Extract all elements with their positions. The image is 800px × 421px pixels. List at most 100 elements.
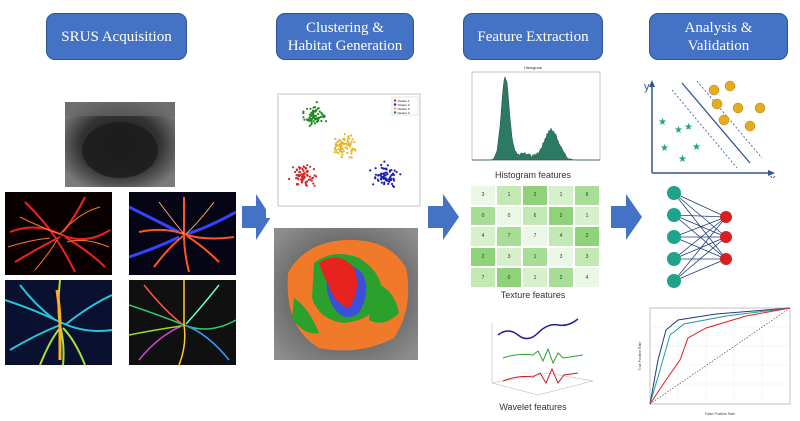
texture-cell: 4 xyxy=(574,267,600,288)
cluster-point xyxy=(351,138,354,141)
texture-cell: 1 xyxy=(548,185,574,206)
cluster-point xyxy=(308,175,311,178)
cluster-point xyxy=(340,155,343,159)
cluster-point xyxy=(320,111,323,115)
cluster-point xyxy=(322,114,326,117)
texture-cell: 7 xyxy=(496,226,522,247)
cluster-point xyxy=(344,146,347,149)
cluster-point xyxy=(335,151,338,154)
cluster-point xyxy=(304,182,307,185)
cluster-point xyxy=(314,114,318,117)
cluster-point xyxy=(295,177,298,180)
cluster-point xyxy=(347,142,350,145)
cluster-point xyxy=(341,150,344,153)
cluster-point xyxy=(354,149,357,152)
cluster-point xyxy=(347,135,350,138)
cluster-point xyxy=(291,166,295,169)
cluster-point xyxy=(386,164,389,167)
cluster-point xyxy=(390,182,394,186)
arrow-right-icon xyxy=(611,194,642,240)
cluster-point xyxy=(310,121,313,124)
cluster-point xyxy=(334,137,337,140)
cluster-point xyxy=(312,106,315,109)
texture-cell: 3 xyxy=(496,246,522,268)
texture-cell: 2 xyxy=(470,246,496,268)
neural-network-diagram xyxy=(660,183,740,293)
cluster-point xyxy=(379,174,382,177)
cluster-point xyxy=(303,172,306,175)
cluster-point xyxy=(302,178,305,181)
cluster-point xyxy=(346,139,349,143)
cluster-point xyxy=(320,119,323,123)
cluster-point xyxy=(300,173,303,176)
cluster-point xyxy=(301,167,304,171)
texture-cell: 7 xyxy=(522,226,548,247)
legend-label-2: Cluster 2 xyxy=(398,103,410,107)
input-node xyxy=(667,274,681,288)
cluster-point xyxy=(384,174,387,177)
cluster-point xyxy=(374,167,377,170)
cluster-point xyxy=(383,167,386,170)
cluster-point xyxy=(383,181,386,184)
cluster-point xyxy=(392,173,395,177)
cluster-point xyxy=(393,169,396,172)
cluster-point xyxy=(341,153,344,156)
vessel-direction-map xyxy=(129,192,236,275)
cluster-point xyxy=(313,184,316,187)
histogram-caption: Histogram features xyxy=(494,170,572,180)
cluster-point xyxy=(376,178,379,181)
cluster-point xyxy=(377,174,380,177)
cluster-point xyxy=(309,107,312,110)
cluster-point xyxy=(339,145,342,148)
cluster-point xyxy=(315,101,318,104)
cluster-point xyxy=(336,144,339,147)
cluster-point xyxy=(399,173,402,176)
texture-cell: 1 xyxy=(496,185,522,206)
cluster-point xyxy=(339,149,342,153)
cluster-point xyxy=(295,174,298,177)
cluster-point xyxy=(350,152,353,155)
scatter-legend: Cluster 1 Cluster 2 Cluster 3 Cluster 4 xyxy=(391,96,419,116)
legend-label-4: Cluster 4 xyxy=(398,111,410,115)
cluster-point xyxy=(380,166,383,169)
input-node xyxy=(667,208,681,222)
cluster-point xyxy=(346,151,349,155)
cluster-point xyxy=(302,110,305,113)
cluster-point xyxy=(353,141,356,144)
cluster-point xyxy=(350,150,353,153)
texture-cell: 2 xyxy=(522,185,548,206)
cluster-point xyxy=(339,148,343,151)
texture-caption: Texture features xyxy=(500,290,566,300)
cluster-point xyxy=(351,148,354,151)
cluster-point xyxy=(302,175,305,178)
cluster-point xyxy=(390,178,393,181)
cluster-point xyxy=(350,156,353,159)
cluster-point xyxy=(338,139,341,142)
roc-y-axis-title: True Positive Rate xyxy=(638,342,642,371)
cluster-point xyxy=(369,169,372,172)
vessel-velocity-map xyxy=(5,280,112,365)
texture-cell: 0 xyxy=(470,205,496,227)
cluster-point xyxy=(393,179,396,182)
cluster-point xyxy=(324,120,328,123)
wavelet-3d-plot xyxy=(478,313,596,398)
input-node xyxy=(667,252,681,266)
cluster-point xyxy=(340,140,343,143)
cluster-point xyxy=(343,142,346,145)
stage-title-acquisition: SRUS Acquisition xyxy=(46,13,187,60)
cluster-point xyxy=(395,170,398,174)
cluster-point xyxy=(391,184,395,188)
cluster-point xyxy=(342,138,345,141)
cluster-point xyxy=(311,117,314,120)
cluster-point xyxy=(311,113,314,116)
cluster-point xyxy=(333,151,336,154)
cluster-point xyxy=(309,165,312,168)
cluster-point xyxy=(388,170,391,173)
cluster-point xyxy=(348,156,351,159)
stage-title-feature-extraction: Feature Extraction xyxy=(463,13,603,60)
cluster-point xyxy=(383,160,386,163)
cluster-point xyxy=(312,182,315,185)
cluster-point xyxy=(308,124,311,127)
vessel-density-map-red xyxy=(5,192,112,275)
